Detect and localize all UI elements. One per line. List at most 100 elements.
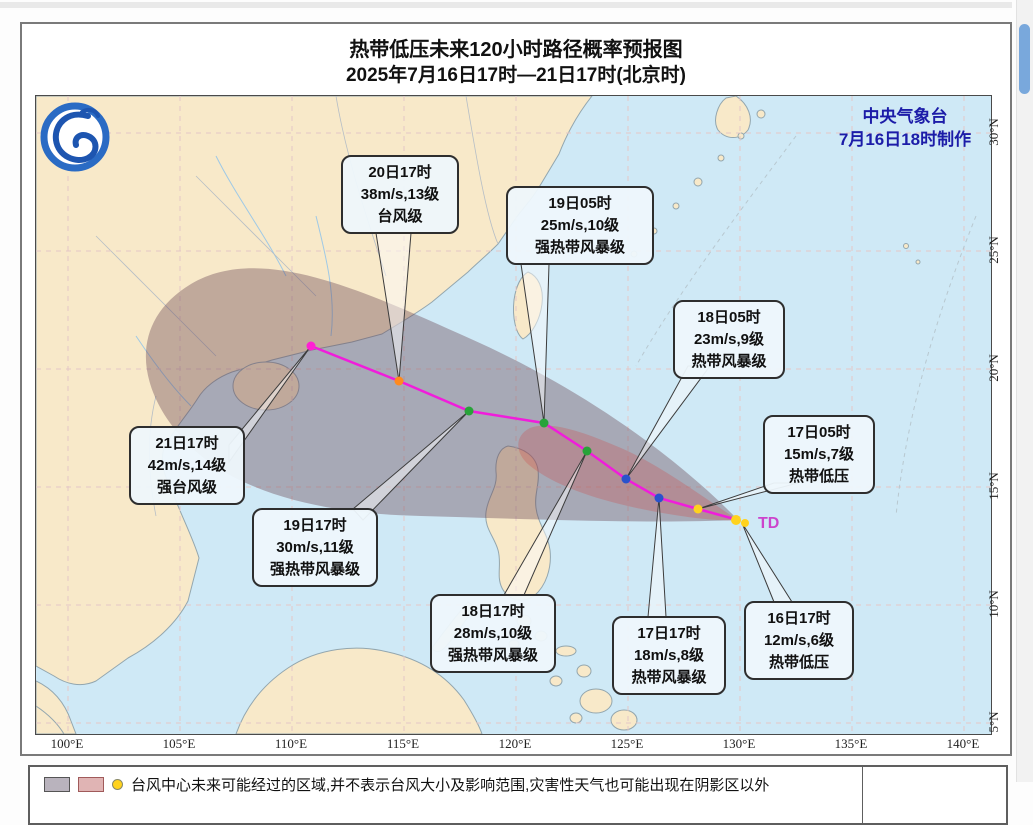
callout-wind: 42m/s,14级 bbox=[147, 456, 227, 474]
track-point-current bbox=[741, 519, 749, 527]
callout-wind: 30m/s,11级 bbox=[276, 538, 354, 556]
callout-category: 热带低压 bbox=[768, 653, 829, 671]
map-title: 热带低压未来120小时路径概率预报图 bbox=[349, 39, 683, 61]
agency-name: 中央气象台 bbox=[862, 107, 948, 126]
callout-category: 热带风暴级 bbox=[631, 668, 707, 686]
cone-outer-swatch bbox=[44, 776, 70, 792]
land-island bbox=[569, 712, 583, 724]
track-point-sts bbox=[539, 418, 549, 428]
forecast-callout-19d05: 19日05时 25m/s,10级 强热带风暴级 bbox=[506, 186, 654, 266]
lat-label: 5°N bbox=[986, 711, 1001, 733]
vertical-scrollbar-thumb[interactable] bbox=[1019, 24, 1030, 94]
lat-label: 20°N bbox=[986, 354, 1001, 382]
current-storm-label: TD bbox=[758, 515, 779, 532]
land-mindanao bbox=[579, 688, 613, 714]
lat-label: 25°N bbox=[986, 236, 1001, 264]
callout-wind: 23m/s,9级 bbox=[693, 330, 765, 348]
track-points bbox=[306, 341, 749, 527]
callout-wind: 12m/s,6级 bbox=[763, 631, 835, 649]
probability-cone-inner bbox=[518, 425, 738, 521]
legend-row: 台风中心未来可能经过的区域,并不表示台风大小及影响范围,灾害性天气也可能出现在阴… bbox=[44, 773, 769, 795]
callout-time: 21日17时 bbox=[155, 435, 219, 452]
map-subtitle: 2025年7月16日17时—21日17时(北京时) bbox=[345, 65, 687, 86]
callout-time: 19日17时 bbox=[283, 517, 347, 534]
lat-label: 10°N bbox=[986, 590, 1001, 618]
land-island bbox=[576, 664, 592, 678]
lon-label: 115°E bbox=[386, 736, 420, 751]
top-scrollbar-track[interactable] bbox=[0, 2, 1012, 8]
lon-label: 135°E bbox=[834, 736, 868, 751]
land-islet bbox=[915, 259, 921, 265]
cma-logo-icon bbox=[40, 102, 110, 172]
legend-box: 台风中心未来可能经过的区域,并不表示台风大小及影响范围,灾害性天气也可能出现在阴… bbox=[28, 765, 1008, 825]
track-point-ty bbox=[394, 376, 404, 386]
cma-logo bbox=[38, 100, 112, 179]
land-kyushu bbox=[715, 95, 751, 138]
callout-category: 热带风暴级 bbox=[691, 352, 767, 370]
track-point-td bbox=[693, 504, 703, 514]
callout-time: 19日05时 bbox=[548, 195, 612, 212]
track-point-sty bbox=[306, 341, 316, 351]
forecast-callout-16d17: 16日17时 12m/s,6级 热带低压 bbox=[744, 601, 854, 681]
land-islet bbox=[672, 202, 680, 210]
lon-label: 140°E bbox=[946, 736, 980, 751]
vertical-scrollbar-track[interactable] bbox=[1016, 0, 1033, 782]
track-point-sts bbox=[582, 446, 592, 456]
forecast-callout-20d17: 20日17时 38m/s,13级 台风级 bbox=[341, 155, 459, 235]
lon-label: 125°E bbox=[610, 736, 644, 751]
callout-category: 台风级 bbox=[377, 207, 423, 225]
land-island bbox=[549, 675, 563, 687]
probability-cone-outer bbox=[145, 268, 739, 522]
callout-time: 16日17时 bbox=[767, 610, 831, 627]
lat-label: 15°N bbox=[986, 472, 1001, 500]
callout-wind: 25m/s,10级 bbox=[540, 216, 620, 234]
forecast-callout-18d17: 18日17时 28m/s,10级 强热带风暴级 bbox=[430, 594, 556, 674]
legend-divider bbox=[862, 767, 863, 823]
cone-inner-swatch bbox=[78, 776, 104, 792]
land-borneo bbox=[235, 647, 483, 735]
track-point-ts bbox=[654, 493, 664, 503]
lon-label: 100°E bbox=[50, 736, 84, 751]
land-island bbox=[555, 645, 577, 657]
callout-time: 18日05时 bbox=[697, 309, 761, 326]
callout-wind: 18m/s,8级 bbox=[633, 646, 705, 664]
callout-time: 17日17时 bbox=[637, 625, 701, 642]
track-point-ts bbox=[621, 474, 631, 484]
callout-category: 强热带风暴级 bbox=[269, 560, 360, 578]
rivers-group bbox=[135, 155, 333, 407]
land-islet bbox=[693, 177, 703, 187]
callout-wind: 38m/s,13级 bbox=[360, 185, 440, 203]
forecast-callout-18d05: 18日05时 23m/s,9级 热带风暴级 bbox=[673, 300, 785, 380]
issue-time: 7月16日18时制作 bbox=[838, 129, 972, 149]
agency-credit: 中央气象台 7月16日18时制作 bbox=[805, 106, 1005, 152]
lat-label: 30°N bbox=[986, 118, 1001, 146]
track-point-swatch bbox=[112, 778, 123, 790]
callout-wind: 15m/s,7级 bbox=[783, 445, 855, 463]
callout-time: 18日17时 bbox=[461, 603, 525, 620]
callout-category: 强热带风暴级 bbox=[534, 238, 625, 256]
land-islet bbox=[717, 154, 725, 162]
callout-leaders bbox=[228, 232, 799, 618]
callout-category: 强热带风暴级 bbox=[447, 646, 538, 664]
forecast-callout-19d17: 19日17时 30m/s,11级 强热带风暴级 bbox=[252, 508, 378, 588]
track-point-sts bbox=[464, 406, 474, 416]
lon-label: 130°E bbox=[722, 736, 756, 751]
callout-category: 热带低压 bbox=[788, 467, 849, 485]
callout-time: 17日05时 bbox=[787, 424, 851, 441]
callout-time: 20日17时 bbox=[368, 164, 432, 181]
lon-label: 105°E bbox=[162, 736, 196, 751]
legend-caption: 台风中心未来可能经过的区域,并不表示台风大小及影响范围,灾害性天气也可能出现在阴… bbox=[131, 776, 770, 794]
callout-category: 强台风级 bbox=[156, 478, 217, 496]
forecast-callout-17d17: 17日17时 18m/s,8级 热带风暴级 bbox=[612, 616, 726, 696]
lon-label: 120°E bbox=[498, 736, 532, 751]
lon-label: 110°E bbox=[274, 736, 308, 751]
track-point-current bbox=[731, 515, 741, 525]
trench-lines bbox=[635, 135, 977, 517]
forecast-callout-17d05: 17日05时 15m/s,7级 热带低压 bbox=[763, 415, 875, 495]
land-mindanao bbox=[610, 709, 638, 731]
forecast-callout-21d17: 21日17时 42m/s,14级 强台风级 bbox=[129, 426, 245, 506]
land-islet bbox=[756, 109, 766, 119]
land-islet bbox=[903, 243, 909, 249]
callout-wind: 28m/s,10级 bbox=[453, 624, 533, 642]
